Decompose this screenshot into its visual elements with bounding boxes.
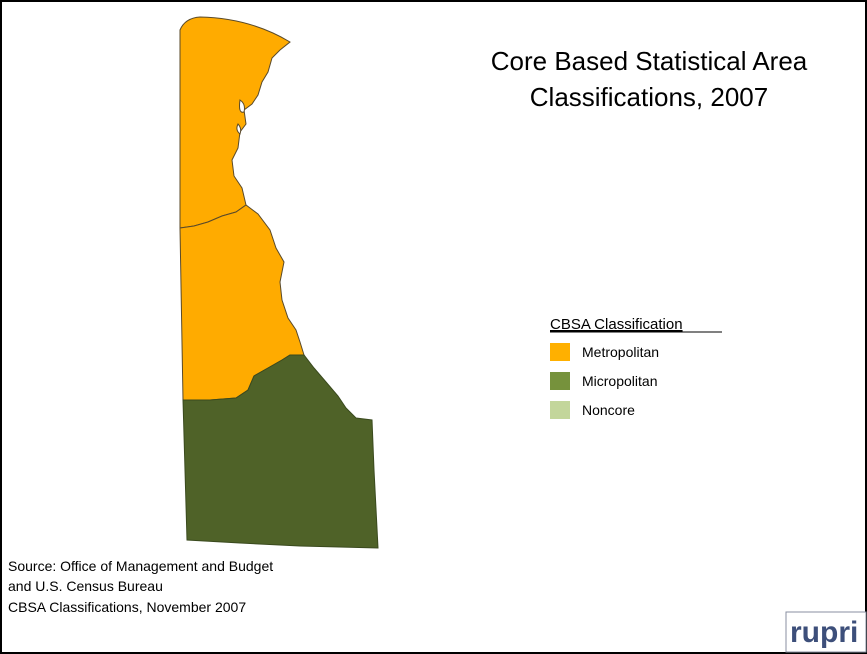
legend-label: Micropolitan	[582, 373, 657, 389]
legend: CBSA Classification Metropolitan Micropol…	[550, 316, 722, 419]
legend-swatch	[550, 343, 570, 361]
legend-heading: CBSA Classification	[550, 316, 683, 333]
logo-box	[785, 611, 867, 653]
source-line: CBSA Classifications, November 2007	[8, 599, 246, 615]
title-line: Classifications, 2007	[530, 82, 768, 112]
county-sussex	[182, 354, 379, 549]
source-line: and U.S. Census Bureau	[8, 578, 163, 594]
legend-label: Metropolitan	[582, 344, 659, 360]
legend-swatch	[550, 401, 570, 419]
logo: rupri	[790, 616, 858, 649]
map-water	[236, 99, 245, 135]
title-line: Core Based Statistical Area	[491, 46, 808, 76]
legend-swatch	[550, 372, 570, 390]
source-line: Source: Office of Management and Budget	[8, 558, 273, 574]
legend-label: Noncore	[582, 402, 635, 418]
county-new-castle	[179, 16, 291, 229]
